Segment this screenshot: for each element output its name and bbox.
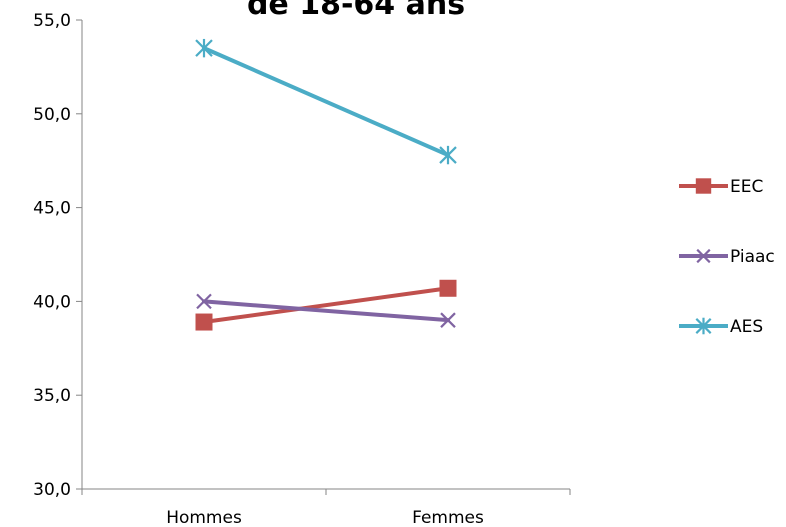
axes: 30,0 35,0 40,0 45,0 50,0 55,0 Hommes Femmes [33, 11, 571, 527]
x-marker-stroke [440, 312, 456, 328]
legend-label: AES [730, 317, 763, 337]
series-line [202, 299, 450, 323]
y-tick-label: 30,0 [33, 480, 71, 500]
y-tick-label: 40,0 [33, 292, 71, 312]
legend-item-aes: AES [679, 317, 763, 337]
series-layer [195, 38, 457, 331]
square-marker [695, 178, 712, 194]
x-tick-label: Hommes [166, 508, 242, 527]
x-tick-label: Femmes [412, 508, 484, 527]
x-marker [440, 312, 456, 328]
legend: EEC Piaac AES [679, 177, 775, 337]
data-point [439, 145, 457, 165]
legend-item-piaac: Piaac [679, 247, 775, 267]
star-marker [695, 317, 712, 335]
legend-label: EEC [730, 177, 763, 197]
star-marker [439, 145, 457, 165]
data-point [440, 312, 456, 328]
data-point [195, 38, 213, 58]
data-point [439, 279, 457, 297]
series-piaac [196, 293, 456, 328]
series-line [202, 286, 450, 325]
series-line [202, 46, 450, 158]
square-marker [195, 313, 213, 331]
x-marker-stroke [696, 248, 711, 264]
square-marker [439, 279, 457, 297]
data-point [195, 313, 213, 331]
y-tick-label: 50,0 [33, 105, 71, 125]
x-marker-stroke [196, 293, 212, 310]
series-aes [195, 38, 457, 165]
x-marker [696, 248, 711, 264]
y-tick-label: 55,0 [33, 11, 71, 31]
legend-item-eec: EEC [679, 177, 763, 197]
star-marker [195, 38, 213, 58]
data-point [196, 293, 212, 310]
series-eec [195, 279, 457, 331]
y-tick-label: 35,0 [33, 386, 71, 406]
legend-label: Piaac [730, 247, 775, 267]
chart-title: de 18-64 ans [247, 0, 465, 22]
y-tick-label: 45,0 [33, 199, 71, 219]
x-marker [196, 293, 212, 310]
